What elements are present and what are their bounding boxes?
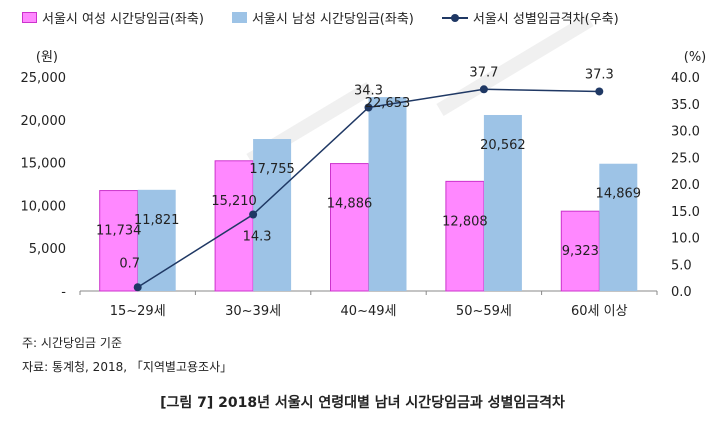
right-tick-label: 0.0 [671, 285, 692, 300]
gap-line-point [479, 85, 488, 94]
right-tick-label: 5.0 [671, 258, 692, 273]
data-label-female: 14,886 [327, 197, 373, 212]
gap-line-point [595, 87, 604, 96]
right-tick-label: 25.0 [671, 151, 700, 166]
legend-label-gap: 서울시 성별임금격차(우축) [472, 12, 619, 27]
legend-line-gap [441, 13, 468, 23]
bar-female [330, 163, 369, 292]
x-tick-label: 30~39세 [225, 304, 281, 319]
left-axis-unit: (원) [36, 50, 58, 65]
legend-item-male: 서울시 남성 시간당임금(좌축) [231, 8, 414, 27]
axes: - 5,000 10,000 15,000 20,000 25,000 (원) 0.0 5.0 1… [21, 50, 707, 319]
right-tick-label: 35.0 [671, 98, 700, 113]
right-tick-label: 40.0 [671, 71, 700, 86]
right-tick-label: 20.0 [671, 178, 700, 193]
legend-label-male: 서울시 남성 시간당임금(좌축) [251, 12, 414, 27]
bars [99, 97, 638, 292]
bar-female [99, 190, 139, 292]
legend-swatch-female [22, 12, 37, 23]
right-tick-label: 30.0 [671, 125, 700, 140]
bar-male [368, 97, 407, 291]
figure-caption: [그림 7] 2018년 서울시 연령대별 남녀 시간당임금과 성별임금격차 [160, 395, 565, 411]
gap-line-series [133, 85, 604, 292]
bar-female [445, 180, 485, 292]
chart-source: 자료: 통계청, 2018, 「지역별고용조사」 [22, 360, 233, 374]
left-tick-label: 5,000 [29, 242, 66, 257]
left-tick-label: 10,000 [21, 199, 67, 214]
gap-line-point [133, 283, 142, 292]
data-label-female: 15,210 [211, 194, 257, 209]
data-label-gap: 0.7 [119, 256, 140, 271]
legend-item-gap: 서울시 성별임금격차(우축) [441, 8, 619, 27]
data-label-gap: 14.3 [243, 229, 272, 244]
x-tick-label: 60세 이상 [571, 304, 628, 319]
left-tick-label: 20,000 [21, 114, 67, 129]
right-tick-label: 15.0 [671, 205, 700, 220]
x-tick-label: 50~59세 [456, 304, 512, 319]
legend-item-female: 서울시 여성 시간당임금(좌축) [22, 8, 204, 27]
right-tick-label: 10.0 [671, 232, 700, 247]
data-label-gap: 37.7 [469, 65, 498, 80]
gap-line-point [364, 103, 373, 112]
bar-male [137, 189, 176, 291]
data-label-gap: 37.3 [585, 67, 614, 82]
data-label-female: 9,323 [562, 244, 599, 259]
data-label-male: 11,821 [134, 213, 180, 228]
data-label-gap: 34.3 [354, 83, 383, 98]
data-label-female: 12,808 [442, 214, 488, 229]
bar-female [560, 210, 600, 292]
bar-male [253, 139, 292, 291]
left-tick-label: 15,000 [21, 157, 67, 172]
right-axis-unit: (%) [684, 50, 707, 65]
legend: 서울시 여성 시간당임금(좌축) 서울시 남성 시간당임금(좌축) 서울시 성별… [22, 8, 647, 27]
legend-swatch-male [231, 12, 247, 23]
bar-male [483, 114, 522, 291]
data-label-female: 11,734 [96, 224, 142, 239]
x-tick-label: 15~29세 [110, 304, 166, 319]
x-tick-label: 40~49세 [341, 304, 397, 319]
data-label-male: 17,755 [249, 162, 295, 177]
left-tick-label: 25,000 [21, 71, 67, 86]
chart-note: 주: 시간당임금 기준 [22, 336, 122, 350]
left-tick-label: - [61, 285, 66, 300]
legend-label-female: 서울시 여성 시간당임금(좌축) [42, 12, 204, 27]
data-label-male: 22,653 [365, 96, 411, 111]
gap-line-point [249, 210, 258, 219]
bar-male [599, 163, 638, 291]
data-label-male: 20,562 [480, 138, 526, 153]
data-label-male: 14,869 [596, 187, 642, 202]
watermark-stroke [436, 13, 594, 117]
